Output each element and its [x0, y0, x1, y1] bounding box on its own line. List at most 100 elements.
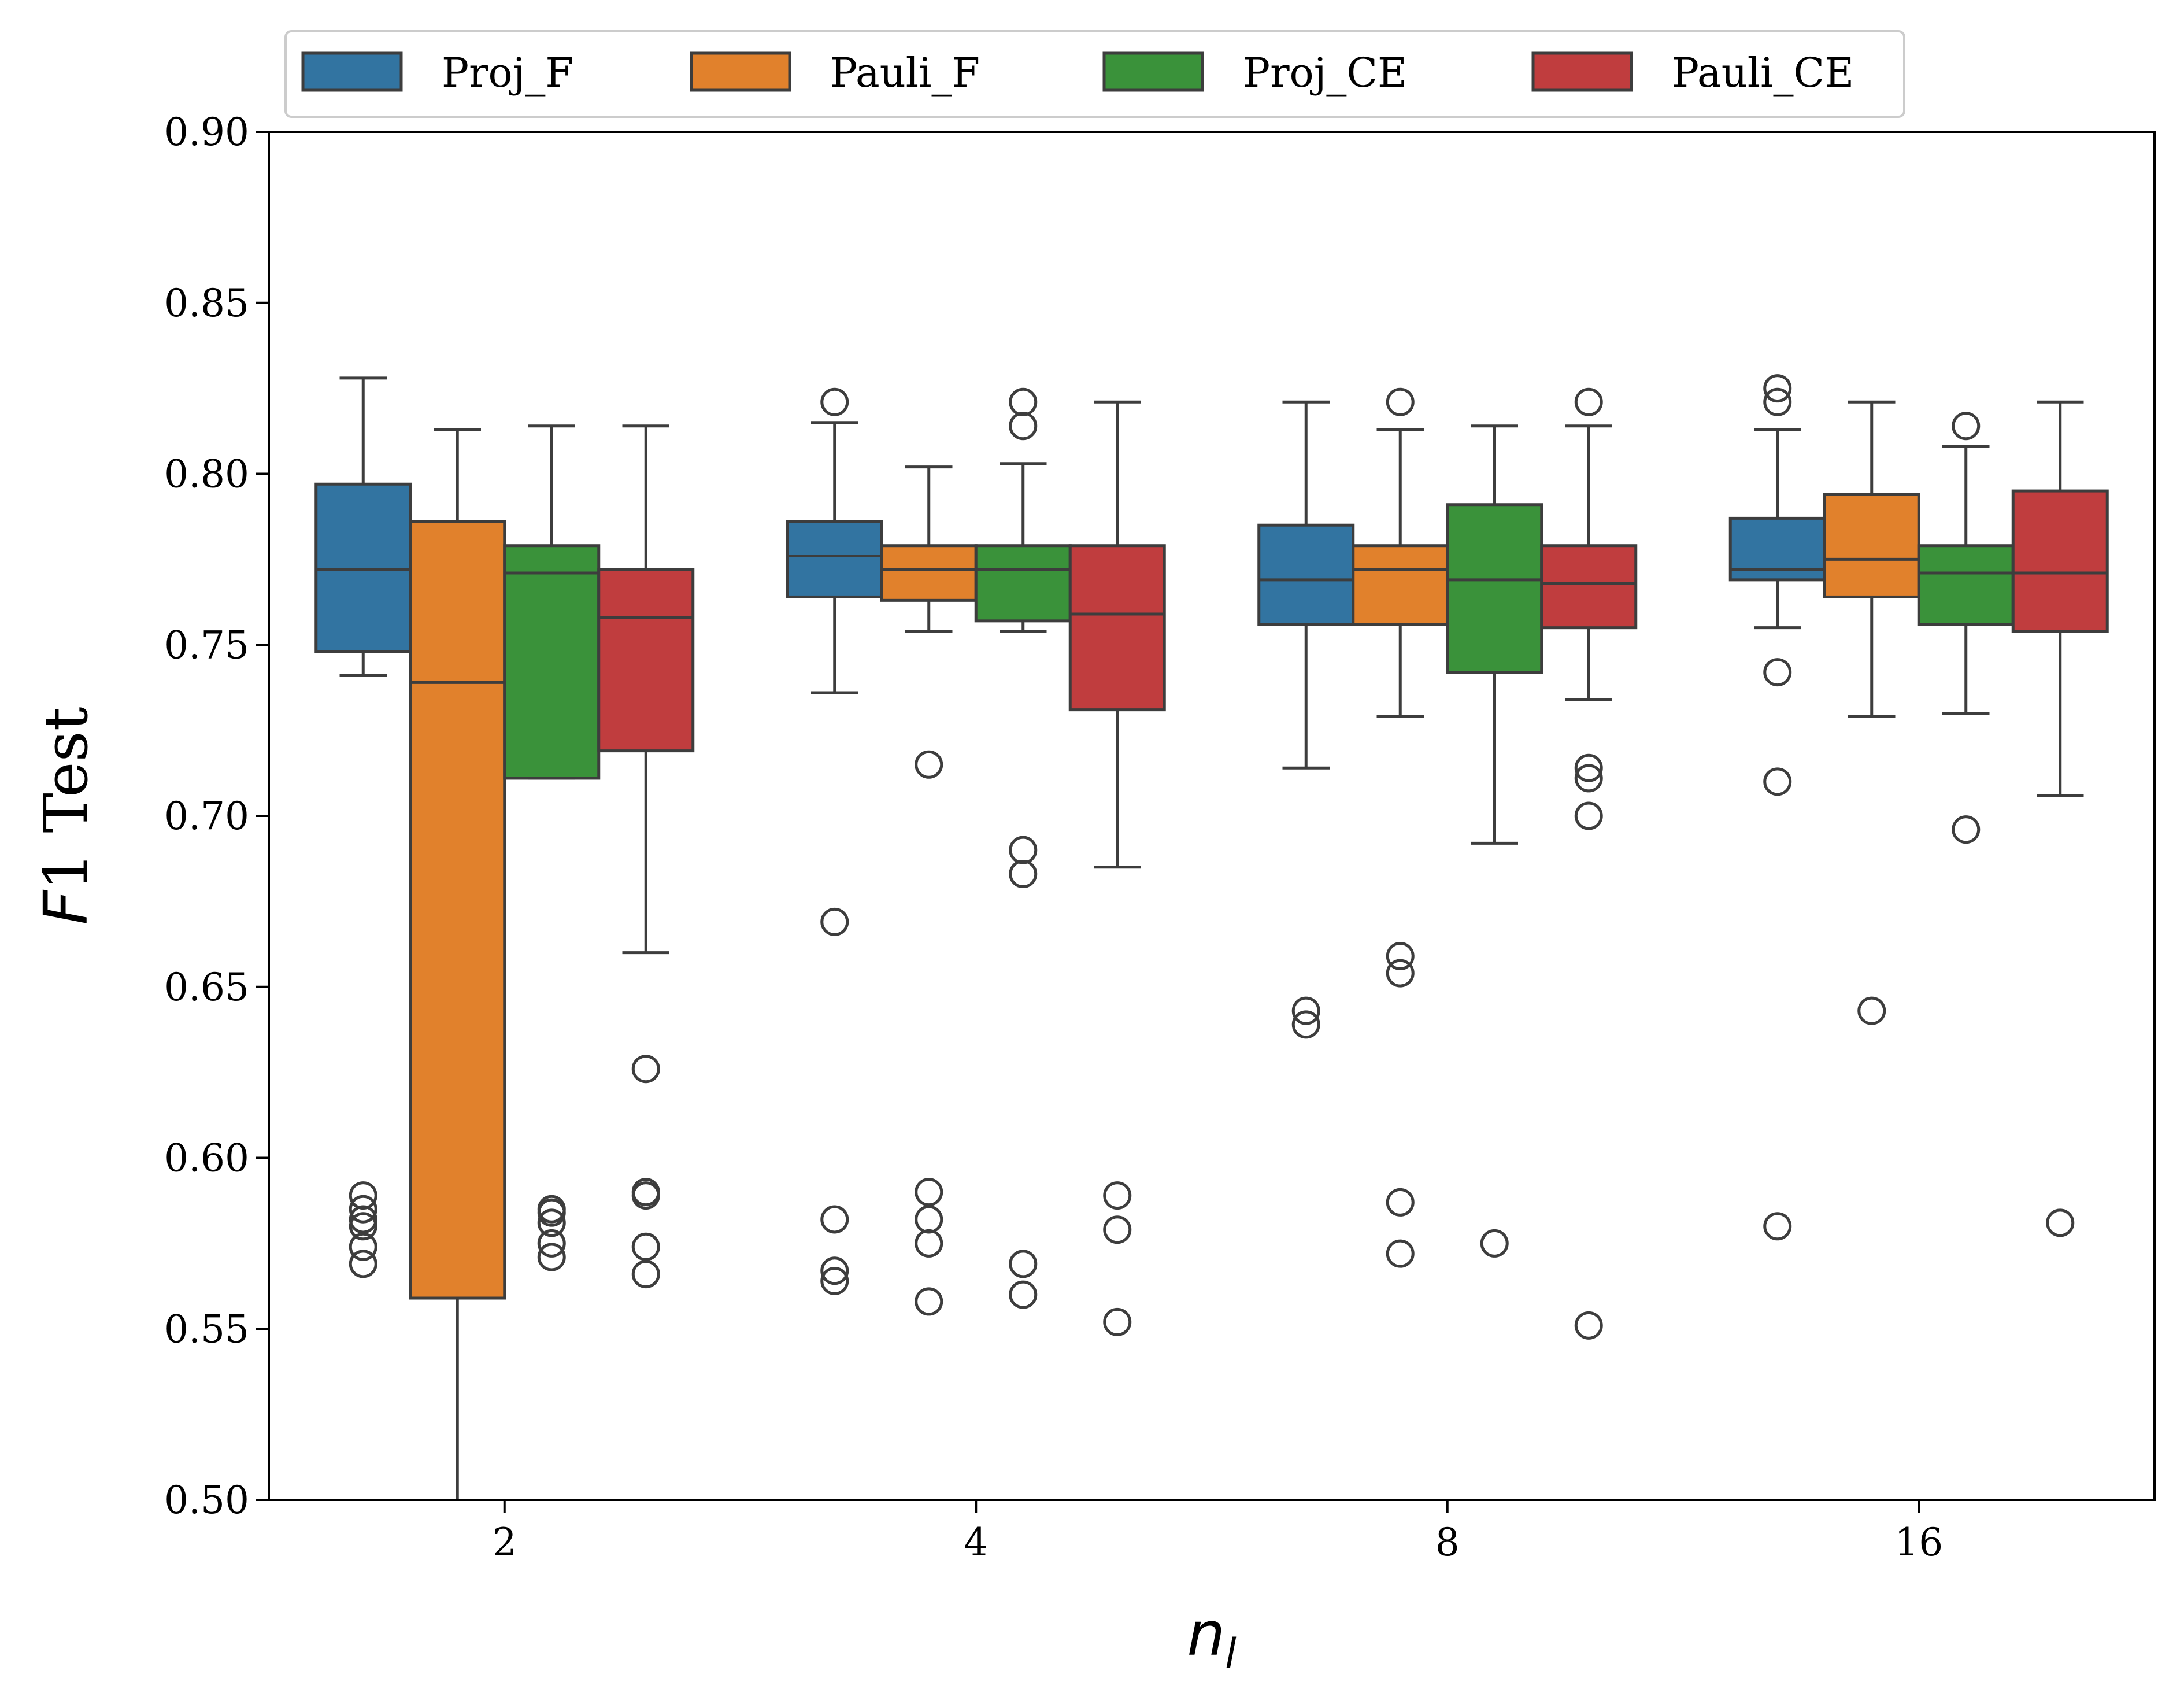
outlier-point	[915, 1229, 943, 1258]
box-Proj_CE-16	[1917, 412, 2015, 844]
outlier-point	[349, 1195, 377, 1224]
outlier-point	[349, 1232, 377, 1261]
box-iqr	[1352, 544, 1449, 626]
legend-swatch	[690, 51, 791, 92]
y-tick-label: 0.55	[164, 1307, 249, 1351]
outlier-point	[1009, 836, 1038, 864]
y-axis: 0.50 0.55 0.60 0.65 0.70 0.75 0.80 0.85 0.90	[164, 110, 269, 1522]
outlier-point	[1009, 860, 1038, 889]
legend-swatch	[1102, 51, 1204, 92]
y-tick-label: 0.75	[164, 623, 249, 667]
y-tick-label: 0.60	[164, 1136, 249, 1181]
box-iqr	[1917, 544, 2015, 626]
box-iqr	[597, 568, 695, 753]
outlier-point	[631, 1055, 660, 1084]
outlier-point	[1952, 815, 1981, 844]
outlier-point	[631, 1260, 660, 1289]
outlier-point	[1763, 387, 1792, 416]
box-Proj_F-2	[314, 376, 412, 1278]
outlier-point	[1009, 387, 1038, 416]
box-iqr	[503, 544, 601, 780]
box-Proj_CE-4	[974, 387, 1072, 1309]
box-Proj_CE-2	[503, 424, 601, 1271]
outlier-point	[1574, 764, 1603, 793]
legend-label: Proj_CE	[1243, 49, 1407, 97]
outlier-point	[1574, 1311, 1603, 1340]
legend-swatch	[301, 51, 403, 92]
box-iqr	[974, 544, 1072, 623]
outlier-point	[1386, 387, 1415, 416]
box-Pauli_F-4	[880, 465, 978, 1316]
outlier-point	[1103, 1215, 1132, 1244]
legend-item-Proj_CE: Proj_CE	[1102, 49, 1407, 97]
outlier-point	[1763, 767, 1792, 796]
box-Pauli_CE-16	[2011, 400, 2109, 1237]
outlier-point	[1103, 1307, 1132, 1336]
legend-item-Proj_F: Proj_F	[301, 49, 573, 97]
box-iqr	[314, 482, 412, 653]
box-Pauli_F-8	[1352, 387, 1449, 1268]
outlier-point	[1103, 1181, 1132, 1210]
outlier-point	[915, 1205, 943, 1234]
outlier-point	[1386, 1239, 1415, 1268]
legend-label: Proj_F	[442, 49, 573, 97]
outlier-point	[537, 1198, 566, 1227]
box-Pauli_F-16	[1823, 400, 1920, 1025]
box-Pauli_CE-8	[1540, 387, 1638, 1340]
y-tick-label: 0.50	[164, 1478, 249, 1522]
box-iqr	[1257, 523, 1355, 626]
outlier-point	[537, 1229, 566, 1258]
outlier-point	[915, 1178, 943, 1207]
outlier-point	[1009, 1250, 1038, 1278]
box-Pauli_CE-4	[1068, 400, 1166, 1336]
outlier-point	[631, 1181, 660, 1210]
y-tick-label: 0.90	[164, 110, 249, 154]
outlier-point	[1009, 412, 1038, 441]
outlier-point	[1952, 412, 1981, 441]
x-tick-label: 2	[493, 1520, 517, 1565]
box-Proj_F-16	[1728, 374, 1826, 1241]
box-Pauli_CE-2	[597, 424, 695, 1289]
outlier-point	[820, 1266, 849, 1295]
y-axis-title: F1 Test	[31, 707, 101, 925]
outlier-point	[1009, 1280, 1038, 1309]
legend: Proj_F Pauli_F Proj_CE Pauli_CE	[284, 30, 1905, 118]
outlier-point	[915, 1287, 943, 1316]
outlier-point	[820, 1205, 849, 1234]
outlier-point	[1291, 1010, 1320, 1039]
outlier-point	[820, 1256, 849, 1285]
legend-swatch	[1531, 51, 1633, 92]
legend-label: Pauli_CE	[1672, 49, 1854, 97]
outlier-point	[1291, 996, 1320, 1025]
box-Proj_F-4	[786, 387, 883, 1295]
box-Proj_CE-8	[1446, 424, 1543, 1258]
x-axis: 2 4 8 16	[493, 1500, 1943, 1565]
box-iqr	[880, 544, 978, 602]
outlier-point	[1386, 942, 1415, 971]
outlier-point	[1857, 996, 1886, 1025]
legend-item-Pauli_CE: Pauli_CE	[1531, 49, 1854, 97]
outlier-point	[820, 907, 849, 936]
x-tick-label: 8	[1435, 1520, 1460, 1565]
box-iqr	[786, 520, 883, 598]
outlier-point	[1574, 387, 1603, 416]
outlier-point	[1574, 753, 1603, 782]
outlier-point	[349, 1181, 377, 1210]
box-Pauli_F-2	[409, 428, 506, 1500]
outlier-point	[2046, 1208, 2075, 1237]
outlier-point	[349, 1205, 377, 1234]
outlier-point	[915, 750, 943, 779]
x-tick-label: 4	[964, 1520, 988, 1565]
box-iqr	[409, 520, 506, 1300]
box-iqr	[1823, 493, 1920, 598]
outlier-point	[1480, 1229, 1509, 1258]
outlier-point	[349, 1212, 377, 1241]
outlier-point	[1763, 658, 1792, 687]
box-iqr	[1540, 544, 1638, 630]
outlier-point	[1574, 801, 1603, 830]
x-tick-label: 16	[1894, 1520, 1943, 1565]
plot-area	[314, 374, 2109, 1500]
outlier-point	[349, 1250, 377, 1278]
outlier-point	[1763, 374, 1792, 403]
y-tick-label: 0.65	[164, 965, 249, 1010]
